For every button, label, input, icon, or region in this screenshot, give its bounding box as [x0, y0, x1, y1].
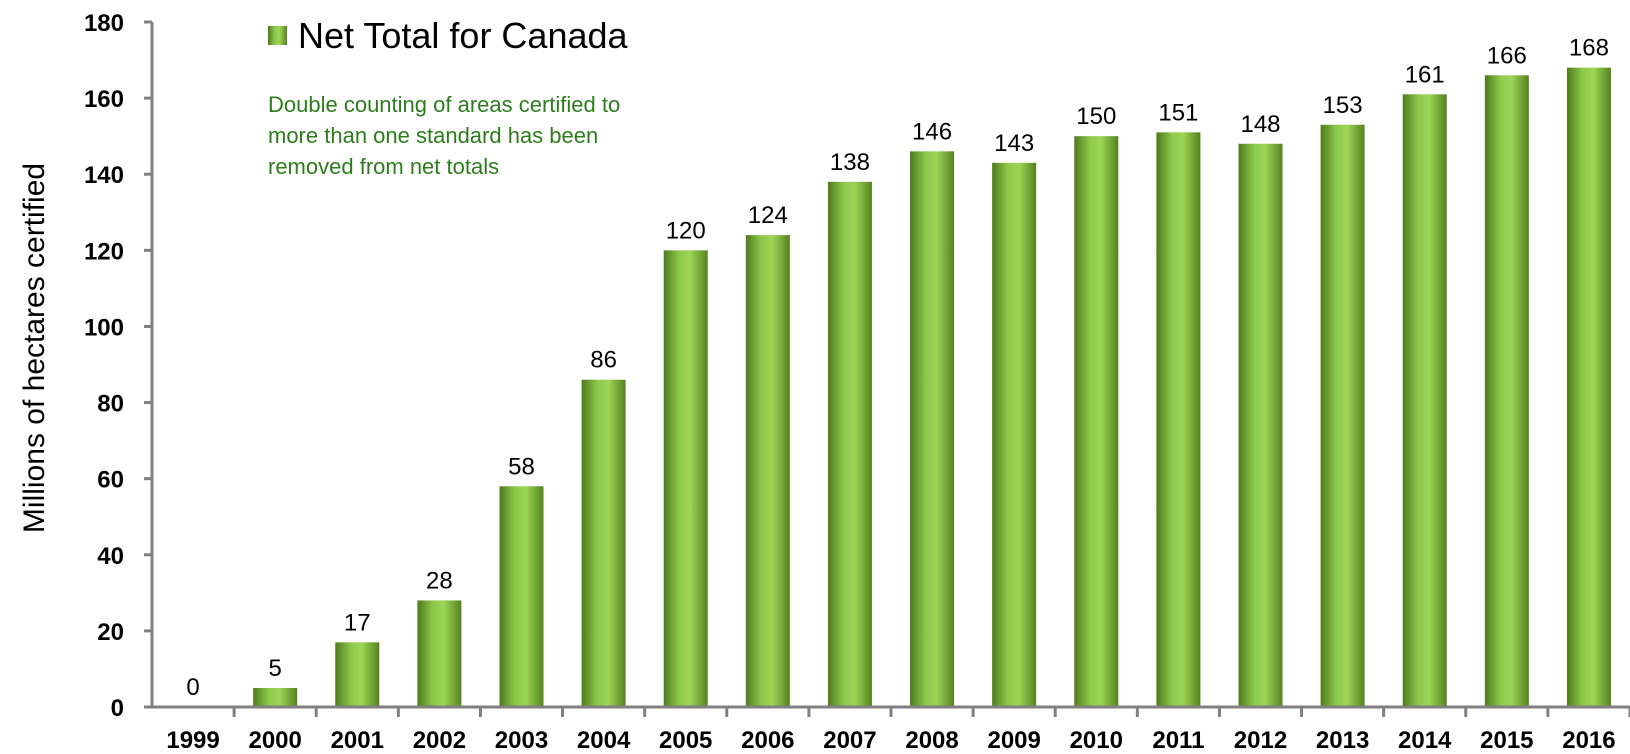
annotation-line-3: removed from net totals [268, 154, 499, 179]
y-tick-label: 0 [111, 695, 124, 722]
x-tick-label: 2012 [1234, 727, 1287, 754]
data-label: 168 [1569, 35, 1609, 62]
plot-area: 0 5 17 28 58 86 120 124 138 146 143 150 151 148 153 161… [186, 35, 1611, 708]
x-tick-label: 2004 [577, 727, 631, 754]
bar [581, 379, 626, 707]
data-label: 143 [994, 130, 1034, 157]
x-tick-label: 1999 [166, 727, 219, 754]
x-tick-label: 2001 [331, 727, 384, 754]
x-tick-label: 2013 [1316, 727, 1369, 754]
x-tick-label: 2006 [741, 727, 794, 754]
data-label: 146 [912, 118, 952, 145]
bar [1074, 136, 1119, 707]
y-axis: 0 20 40 60 80 100 120 140 160 180 [84, 10, 154, 722]
data-label: 124 [748, 202, 788, 229]
y-tick-label: 140 [84, 162, 124, 189]
annotation-line-2: more than one standard has been [268, 123, 598, 148]
data-label: 58 [508, 453, 535, 480]
data-label: 166 [1487, 42, 1527, 69]
annotation: Double counting of areas certified to mo… [268, 92, 620, 179]
x-tick-label: 2011 [1152, 727, 1204, 754]
bar [253, 687, 298, 707]
y-tick-label: 160 [84, 86, 124, 113]
data-label: 28 [426, 567, 453, 594]
x-tick-label: 2009 [987, 727, 1040, 754]
data-label: 120 [666, 217, 706, 244]
data-label: 138 [830, 149, 870, 176]
bar [663, 250, 708, 708]
x-tick-label: 2002 [413, 727, 466, 754]
bar [1484, 75, 1529, 708]
bar [1238, 143, 1283, 707]
x-tick-label: 2003 [495, 727, 548, 754]
y-tick-label: 100 [84, 314, 124, 341]
x-tick-label: 2000 [248, 727, 301, 754]
bar [992, 162, 1037, 708]
data-label: 150 [1076, 103, 1116, 130]
data-label: 86 [590, 347, 617, 374]
x-tick-label: 2008 [905, 727, 958, 754]
bar [1156, 132, 1201, 708]
data-label: 17 [344, 609, 371, 636]
data-label: 151 [1158, 99, 1198, 126]
y-tick-label: 120 [84, 238, 124, 265]
x-tick-label: 2007 [823, 727, 876, 754]
x-tick-label: 2015 [1480, 727, 1533, 754]
y-tick-label: 60 [97, 467, 124, 494]
y-tick-label: 20 [97, 619, 124, 646]
annotation-line-1: Double counting of areas certified to [268, 92, 620, 117]
bar [745, 235, 790, 707]
bar [1402, 94, 1447, 708]
bar [1320, 124, 1365, 707]
bar [910, 151, 955, 707]
bar [827, 181, 872, 708]
x-tick-label: 2016 [1562, 727, 1615, 754]
legend: Net Total for Canada [268, 15, 629, 56]
y-axis-label: Millions of hectares certified [18, 163, 51, 533]
x-tick-label: 2005 [659, 727, 712, 754]
y-tick-label: 180 [84, 10, 124, 37]
data-label: 148 [1240, 111, 1280, 138]
bar [335, 642, 380, 707]
bar [1566, 67, 1611, 707]
x-tick-label: 2010 [1070, 727, 1123, 754]
x-tick-label: 2014 [1398, 727, 1452, 754]
y-tick-label: 80 [97, 391, 124, 418]
data-label: 153 [1323, 92, 1363, 119]
data-label: 5 [268, 655, 281, 682]
y-tick-label: 40 [97, 543, 124, 570]
bar [417, 600, 462, 707]
x-axis: 1999 2000 2001 2002 2003 2004 2005 2006 2007 2008… [152, 705, 1630, 754]
legend-swatch [268, 26, 287, 45]
legend-label: Net Total for Canada [298, 15, 629, 56]
data-label: 0 [186, 674, 199, 701]
data-label: 161 [1405, 61, 1445, 88]
bar [499, 486, 544, 707]
